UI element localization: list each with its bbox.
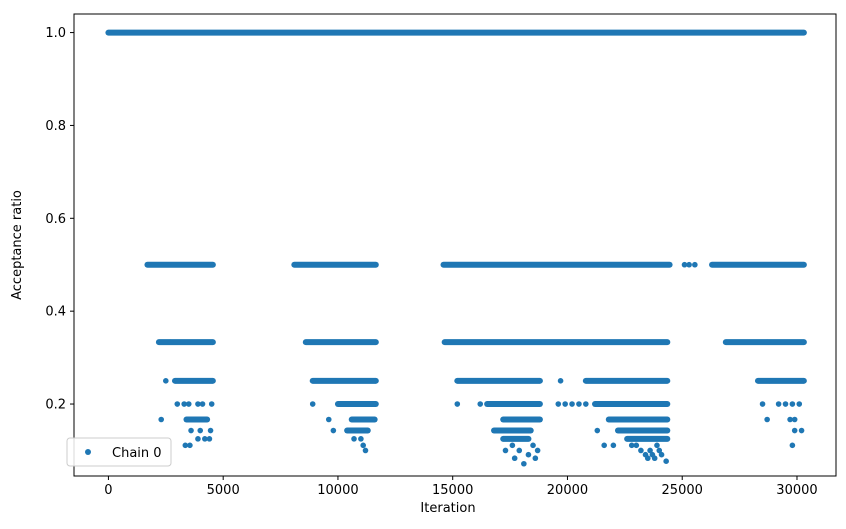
data-point [516,447,523,454]
x-tick-label: 20000 [547,483,588,498]
data-point [594,427,601,434]
data-point [638,447,644,454]
data-point [576,401,582,407]
plot-frame [73,13,837,477]
data-point [358,436,364,442]
data-point [207,427,214,434]
legend: Chain 0 [66,437,172,467]
data-point [532,455,539,462]
x-tick-label: 5000 [207,483,240,498]
data-point [759,401,766,407]
y-tick-label: 0.8 [45,119,66,134]
data-point [195,436,201,442]
data-point [174,401,181,407]
data-point [789,442,796,449]
data-points [105,29,807,467]
data-point [534,447,541,454]
y-tick-label: 0.2 [45,398,66,413]
data-point [188,427,194,434]
x-tick-label: 25000 [662,483,703,498]
x-axis-label: Iteration [420,501,475,516]
y-axis: 0.2 0.4 0.6 0.8 1.0 [45,26,74,413]
data-point [187,442,193,449]
data-point [796,401,803,407]
data-point [477,401,484,407]
data-point [583,401,589,407]
data-point [330,427,337,434]
data-point [454,401,461,407]
data-point [569,401,575,407]
data-point [633,442,640,449]
data-point [511,455,518,462]
x-tick-label: 0 [104,483,112,498]
data-point [360,442,366,449]
data-point [208,401,215,407]
y-tick-label: 0.6 [45,212,66,227]
legend-marker [85,449,91,455]
data-point [764,339,770,345]
data-point [775,401,782,407]
data-point [692,261,698,268]
data-point [509,442,516,449]
x-tick-label: 15000 [432,483,473,498]
data-point [163,378,169,384]
data-point [782,401,789,407]
data-point [309,401,316,407]
data-point [167,339,174,345]
data-point [351,436,357,442]
data-point [197,427,204,434]
data-point [764,416,770,423]
data-point [185,401,192,407]
data-point [521,460,527,467]
data-point [555,401,562,407]
legend-box [66,437,172,467]
data-point [362,447,369,454]
data-point [789,401,796,407]
y-axis-label: Acceptance ratio [10,190,25,300]
data-point [325,416,332,423]
data-point [601,442,607,449]
data-point [202,436,208,442]
data-point [654,442,660,449]
y-tick-label: 0.4 [45,305,66,320]
data-point [791,416,798,423]
data-point [158,416,165,423]
data-point [557,378,564,384]
data-point [610,442,617,449]
x-axis: 0 5000 10000 15000 20000 25000 30000 [104,476,818,498]
data-point [798,427,805,434]
data-point [206,436,213,442]
data-point [525,451,532,458]
x-tick-label: 30000 [776,483,817,498]
data-point [791,427,798,434]
data-point [644,455,651,462]
data-point [181,401,187,407]
data-point [530,442,536,449]
data-point [195,401,201,407]
data-point [647,447,653,454]
legend-label: Chain 0 [112,446,162,461]
data-point [787,416,793,423]
y-tick-label: 1.0 [45,26,66,41]
data-point [651,455,658,462]
data-point [686,261,692,268]
data-point [182,442,189,449]
data-point [766,378,773,384]
data-point [628,442,635,449]
data-point [502,447,509,454]
data-point [656,447,663,454]
data-point [199,401,206,407]
x-tick-label: 10000 [317,483,358,498]
data-point [681,261,688,268]
data-point [658,451,665,458]
data-point [663,458,669,464]
data-point [562,401,568,407]
